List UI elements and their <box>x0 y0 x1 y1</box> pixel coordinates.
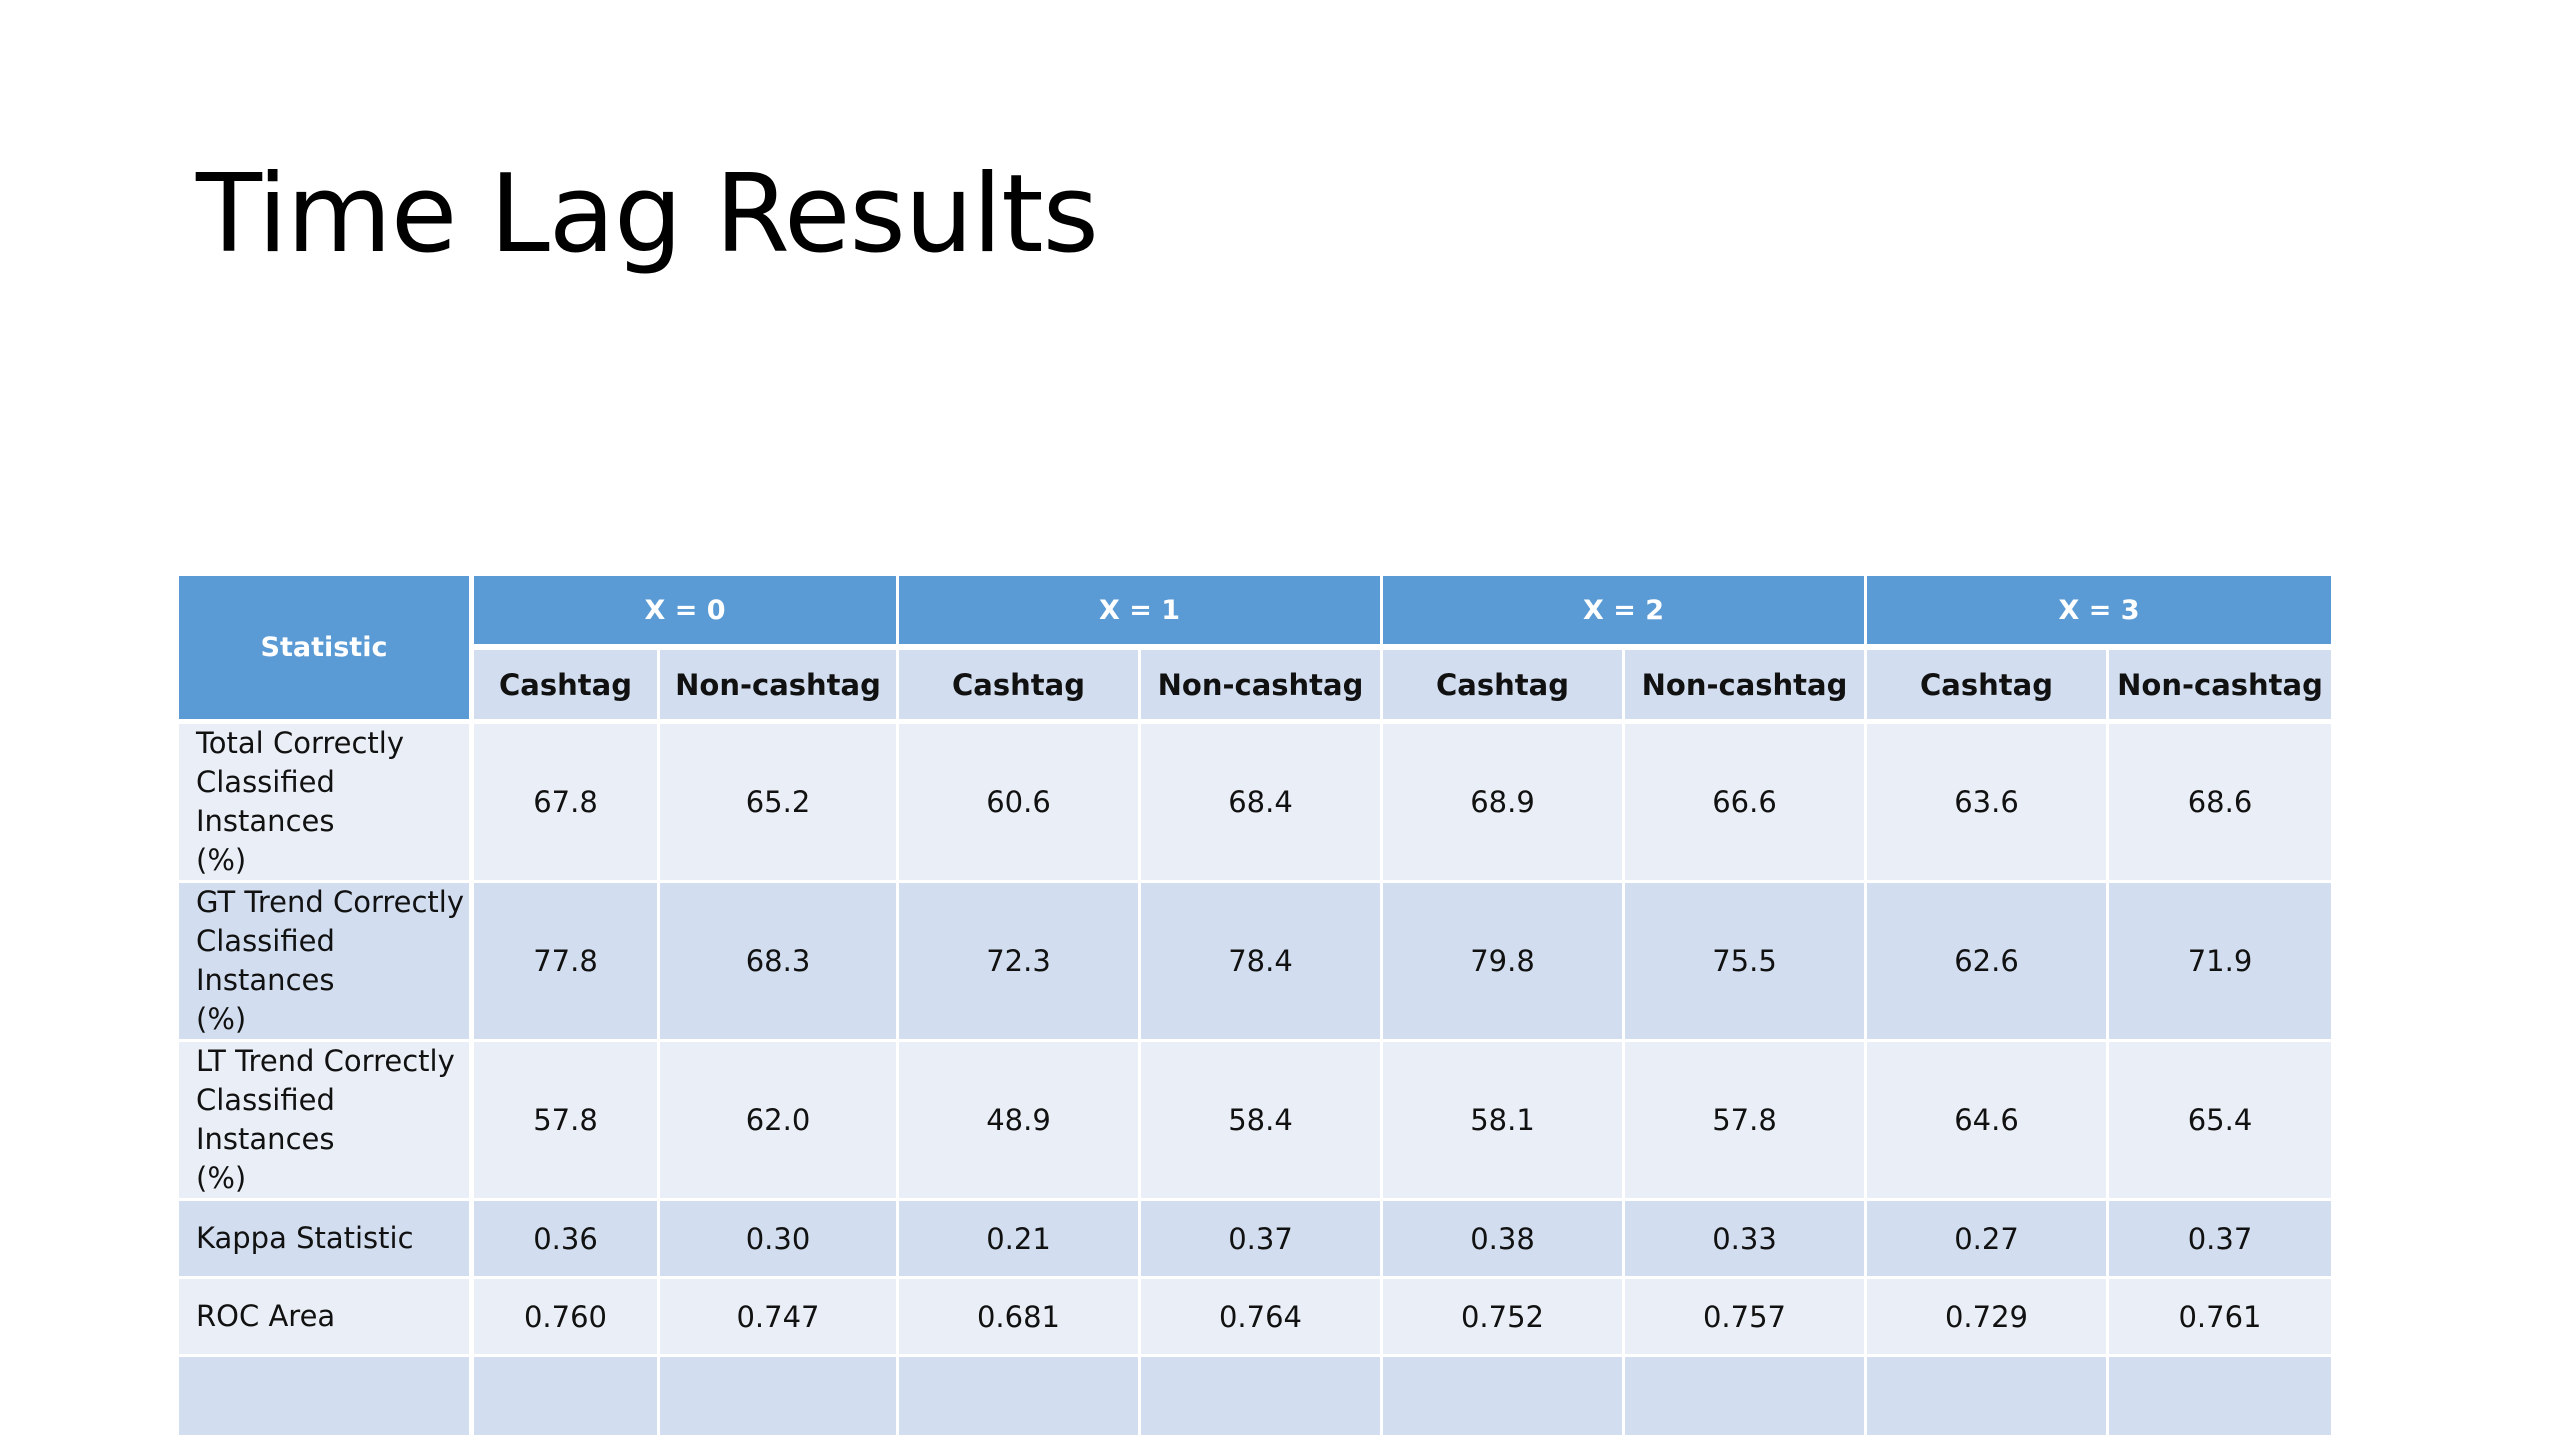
table-cell: 0.38 <box>1383 1201 1625 1279</box>
table-cell: 71.9 <box>2109 883 2331 1042</box>
table-cell: 0.37 <box>1141 1201 1383 1279</box>
column-header-non-cashtag: Non-cashtag <box>1141 650 1383 724</box>
column-header-non-cashtag: Non-cashtag <box>2109 650 2331 724</box>
column-header-non-cashtag: Non-cashtag <box>660 650 899 724</box>
group-header-x1: X = 1 <box>899 576 1383 650</box>
subheader-row: Cashtag Non-cashtag Cashtag Non-cashtag … <box>179 650 2331 724</box>
row-label: ROC Area <box>179 1279 474 1357</box>
column-header-cashtag: Cashtag <box>1383 650 1625 724</box>
group-header-x2: X = 2 <box>1383 576 1867 650</box>
group-header-row: Statistic X = 0 X = 1 X = 2 X = 3 <box>179 576 2331 724</box>
row-label-line: Classified Instances <box>196 1083 335 1156</box>
table-cell: 66.6 <box>1625 724 1867 883</box>
table-cell: 77.8 <box>474 883 660 1042</box>
table-cell: 67.8 <box>474 724 660 883</box>
table-row: LT Trend Correctly Classified Instances (%… <box>179 1042 2331 1201</box>
row-label-line: Classified Instances <box>196 765 335 838</box>
row-label-line: (%) <box>196 1002 247 1036</box>
table-cell: 72.3 <box>899 883 1141 1042</box>
column-header-cashtag: Cashtag <box>1867 650 2109 724</box>
row-label: GT Trend Correctly Classified Instances (%… <box>179 883 474 1042</box>
table-cell: 65.2 <box>660 724 899 883</box>
empty-cell <box>2109 1357 2331 1435</box>
table-cell: 64.6 <box>1867 1042 2109 1201</box>
table-row: ROC Area 0.760 0.747 0.681 0.764 0.752 0… <box>179 1279 2331 1357</box>
table-cell: 68.9 <box>1383 724 1625 883</box>
table-cell: 58.4 <box>1141 1042 1383 1201</box>
table-cell: 0.36 <box>474 1201 660 1279</box>
table-cell: 62.6 <box>1867 883 2109 1042</box>
group-header-x0: X = 0 <box>474 576 899 650</box>
row-label-line: Kappa Statistic <box>196 1221 414 1255</box>
row-label: LT Trend Correctly Classified Instances (%… <box>179 1042 474 1201</box>
table-cell: 78.4 <box>1141 883 1383 1042</box>
slide-title: Time Lag Results <box>196 152 1099 277</box>
table-cell: 0.760 <box>474 1279 660 1357</box>
table-cell: 68.4 <box>1141 724 1383 883</box>
row-label: Kappa Statistic <box>179 1201 474 1279</box>
table-cell: 0.33 <box>1625 1201 1867 1279</box>
results-table: Statistic X = 0 X = 1 X = 2 X = 3 Cashta… <box>179 576 2331 1435</box>
row-label-line: (%) <box>196 1161 247 1195</box>
empty-cell <box>660 1357 899 1435</box>
row-label-line: LT Trend Correctly <box>196 1044 455 1078</box>
row-label-line: GT Trend Correctly <box>196 885 465 919</box>
empty-cell <box>1383 1357 1625 1435</box>
table-cell: 0.752 <box>1383 1279 1625 1357</box>
table-cell: 60.6 <box>899 724 1141 883</box>
table-cell: 79.8 <box>1383 883 1625 1042</box>
table-row: Total Correctly Classified Instances (%) 6… <box>179 724 2331 883</box>
empty-cell <box>179 1357 474 1435</box>
table-cell: 68.3 <box>660 883 899 1042</box>
table-cell: 0.37 <box>2109 1201 2331 1279</box>
column-header-non-cashtag: Non-cashtag <box>1625 650 1867 724</box>
table-cell: 0.27 <box>1867 1201 2109 1279</box>
table-cell: 57.8 <box>1625 1042 1867 1201</box>
table-cell: 65.4 <box>2109 1042 2331 1201</box>
table-cell: 63.6 <box>1867 724 2109 883</box>
empty-cell <box>1867 1357 2109 1435</box>
table-cell: 0.764 <box>1141 1279 1383 1357</box>
table-row: Kappa Statistic 0.36 0.30 0.21 0.37 0.38… <box>179 1201 2331 1279</box>
row-label: Total Correctly Classified Instances (%) <box>179 724 474 883</box>
empty-table-row <box>179 1357 2331 1435</box>
empty-cell <box>1141 1357 1383 1435</box>
table-cell: 0.761 <box>2109 1279 2331 1357</box>
row-label-line: ROC Area <box>196 1299 336 1333</box>
column-header-cashtag: Cashtag <box>474 650 660 724</box>
table-row: GT Trend Correctly Classified Instances (%… <box>179 883 2331 1042</box>
table-cell: 58.1 <box>1383 1042 1625 1201</box>
empty-cell <box>899 1357 1141 1435</box>
table-cell: 48.9 <box>899 1042 1141 1201</box>
table-cell: 0.681 <box>899 1279 1141 1357</box>
table-cell: 0.21 <box>899 1201 1141 1279</box>
table-cell: 68.6 <box>2109 724 2331 883</box>
statistic-header: Statistic <box>179 576 474 724</box>
table-cell: 62.0 <box>660 1042 899 1201</box>
table-cell: 0.757 <box>1625 1279 1867 1357</box>
table-cell: 75.5 <box>1625 883 1867 1042</box>
table-cell: 0.747 <box>660 1279 899 1357</box>
empty-cell <box>474 1357 660 1435</box>
row-label-line: Total Correctly <box>196 726 405 760</box>
column-header-cashtag: Cashtag <box>899 650 1141 724</box>
table-cell: 0.30 <box>660 1201 899 1279</box>
table-cell: 0.729 <box>1867 1279 2109 1357</box>
group-header-x3: X = 3 <box>1867 576 2331 650</box>
empty-cell <box>1625 1357 1867 1435</box>
table-cell: 57.8 <box>474 1042 660 1201</box>
row-label-line: (%) <box>196 843 247 877</box>
row-label-line: Classified Instances <box>196 924 335 997</box>
